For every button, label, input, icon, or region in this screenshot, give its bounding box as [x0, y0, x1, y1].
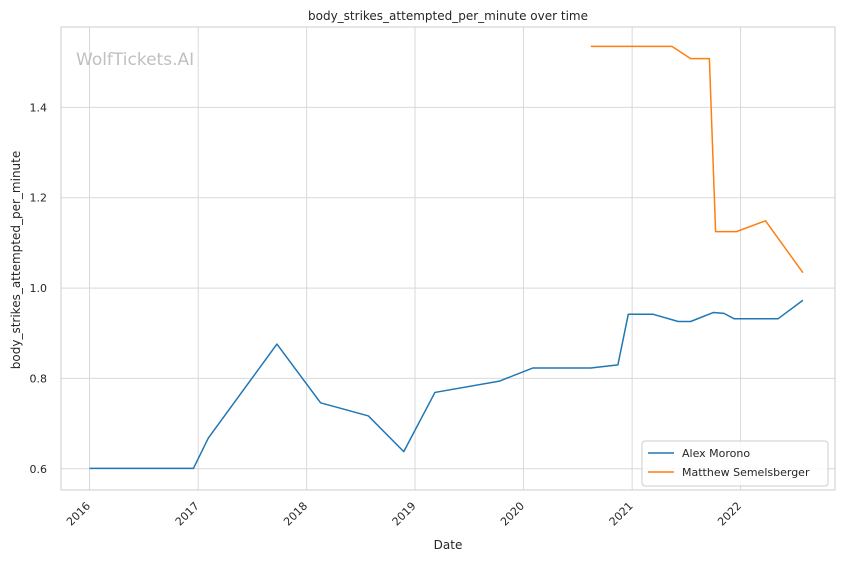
legend: Alex Morono Matthew Semelsberger: [641, 440, 829, 487]
y-tick-label: 1.4: [30, 101, 48, 114]
legend-label-alex-morono: Alex Morono: [682, 447, 750, 460]
legend-box: [641, 440, 829, 487]
y-tick-labels: 0.6 0.8 1.0 1.2 1.4: [30, 101, 48, 475]
y-tick-label: 0.8: [30, 372, 48, 385]
x-gridlines: [89, 27, 742, 490]
series-lines: [89, 45, 804, 470]
y-tick-label: 1.2: [30, 192, 48, 205]
series-line-matthew-semelsberger: [590, 45, 804, 274]
watermark: WolfTickets.AI: [76, 50, 194, 70]
x-axis-label: Date: [434, 538, 463, 552]
y-axis-label: body_strikes_attempted_per_minute: [9, 151, 23, 369]
y-tick-label: 0.6: [30, 463, 48, 476]
plot-area-frame: [60, 26, 836, 491]
series-line-alex-morono: [89, 299, 804, 470]
y-tick-label: 1.0: [30, 282, 48, 295]
legend-label-matthew-semelsberger: Matthew Semelsberger: [682, 466, 810, 479]
chart-title: body_strikes_attempted_per_minute over t…: [308, 9, 588, 23]
